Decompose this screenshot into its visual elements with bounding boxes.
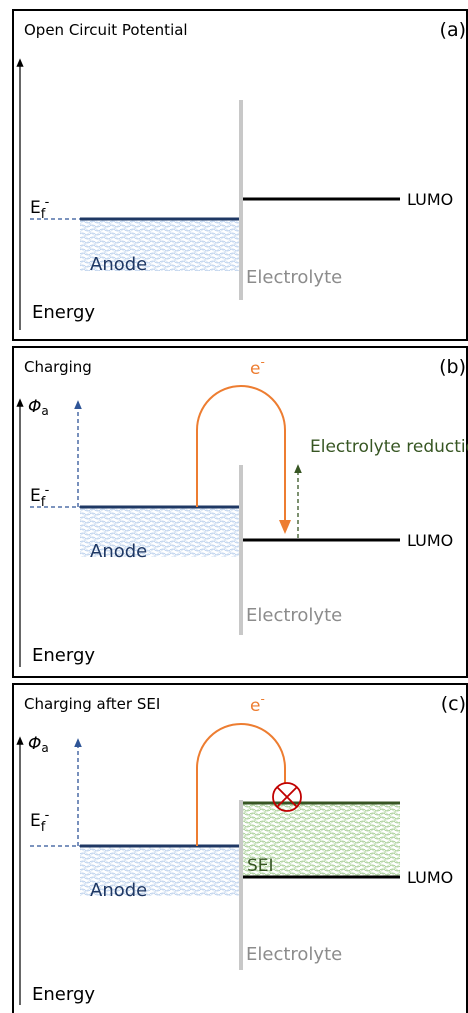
electron-label: e- bbox=[250, 355, 265, 379]
panel-border bbox=[12, 346, 468, 678]
potential-subscript: a bbox=[41, 404, 48, 418]
fermi-superscript: - bbox=[45, 483, 50, 498]
panel-c: Charging after SEI e- (c) Φa Ef- Anode S… bbox=[12, 683, 468, 1013]
lumo-label: LUMO bbox=[407, 868, 453, 887]
electrolyte-label: Electrolyte bbox=[246, 605, 342, 626]
electron-superscript: - bbox=[260, 355, 264, 369]
electron-superscript: - bbox=[260, 692, 264, 706]
panel-label: (a) bbox=[440, 19, 466, 41]
potential-label: Φa bbox=[28, 734, 49, 755]
fermi-symbol: E bbox=[30, 486, 41, 506]
fermi-symbol: E bbox=[30, 811, 41, 831]
axis-label: Energy bbox=[32, 984, 95, 1005]
fermi-superscript: - bbox=[45, 195, 50, 210]
fermi-superscript: - bbox=[45, 808, 50, 823]
sei-label: SEI bbox=[247, 856, 274, 876]
panel-a: Open Circuit Potential (a) Energy Ef- An… bbox=[12, 9, 468, 341]
fermi-symbol: E bbox=[30, 198, 41, 218]
panel-label: (c) bbox=[441, 693, 466, 715]
potential-symbol: Φ bbox=[28, 734, 41, 754]
electron-label: e- bbox=[250, 692, 265, 716]
panel-border bbox=[12, 9, 468, 341]
fermi-label: Ef- bbox=[30, 808, 50, 835]
fermi-label: Ef- bbox=[30, 195, 50, 222]
fermi-subscript: f bbox=[41, 820, 46, 835]
lumo-label: LUMO bbox=[407, 190, 453, 209]
blocked-symbol bbox=[272, 782, 302, 812]
fermi-subscript: f bbox=[41, 207, 46, 222]
electron-path bbox=[196, 385, 291, 534]
panel-border bbox=[12, 683, 468, 1013]
axis-label: Energy bbox=[32, 302, 95, 323]
anode-label: Anode bbox=[90, 541, 147, 562]
lumo-label: LUMO bbox=[407, 531, 453, 550]
axis-label: Energy bbox=[32, 645, 95, 666]
panel-title: Open Circuit Potential bbox=[24, 21, 188, 39]
electrolyte-label: Electrolyte bbox=[246, 267, 342, 288]
anode-label: Anode bbox=[90, 254, 147, 275]
potential-symbol: Φ bbox=[28, 397, 41, 417]
anode-label: Anode bbox=[90, 880, 147, 901]
anode-fill bbox=[80, 219, 240, 271]
anode-fill bbox=[80, 846, 240, 896]
electron-symbol: e bbox=[250, 359, 260, 379]
potential-subscript: a bbox=[41, 741, 48, 755]
sei-fill bbox=[243, 803, 400, 877]
electrolyte-label: Electrolyte bbox=[246, 944, 342, 965]
panel-title: Charging bbox=[24, 358, 92, 376]
panel-title: Charging after SEI bbox=[24, 695, 160, 713]
panel-label: (b) bbox=[439, 356, 466, 378]
anode-fill bbox=[80, 507, 240, 557]
fermi-subscript: f bbox=[41, 495, 46, 510]
annotation: Electrolyte reduction bbox=[310, 437, 468, 457]
panel-b: Charging e- (b) Φa Ef- Anode LUMO Electr… bbox=[12, 346, 468, 678]
fermi-label: Ef- bbox=[30, 483, 50, 510]
potential-label: Φa bbox=[28, 397, 49, 418]
electron-symbol: e bbox=[250, 696, 260, 716]
electron-path bbox=[196, 723, 286, 846]
